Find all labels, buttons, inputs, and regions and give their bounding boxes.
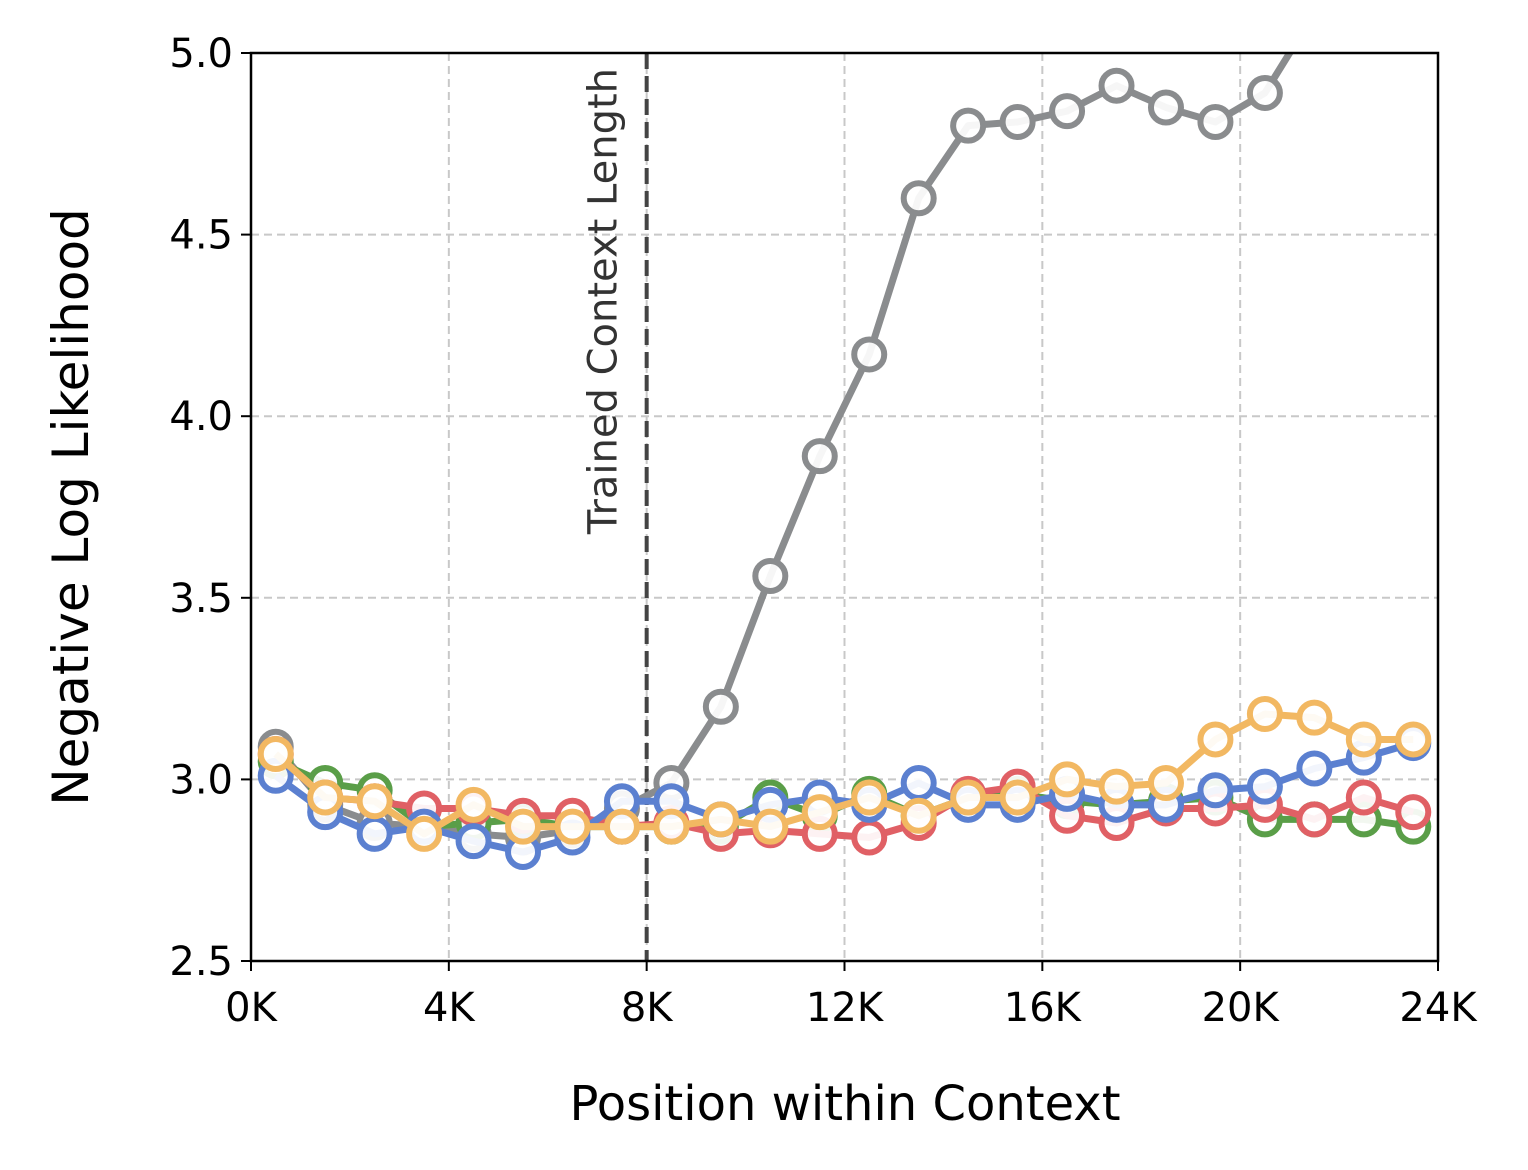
reference-label: Trained Context Length xyxy=(581,68,627,535)
data-point xyxy=(356,815,393,852)
y-tick-label: 4.0 xyxy=(169,394,233,440)
data-point xyxy=(1345,779,1382,816)
data-point xyxy=(999,104,1036,141)
x-axis-label: Position within Context xyxy=(569,1076,1120,1132)
y-tick-label: 4.5 xyxy=(169,213,233,259)
x-tick-label: 0K xyxy=(225,985,278,1031)
data-point xyxy=(554,808,591,845)
x-tick-label: 8K xyxy=(621,985,674,1031)
x-tick-label: 12K xyxy=(806,985,885,1031)
data-point xyxy=(1147,765,1184,802)
data-point xyxy=(801,438,838,475)
data-point xyxy=(1098,768,1135,805)
data-point xyxy=(603,808,640,845)
data-point xyxy=(1296,801,1333,838)
data-point xyxy=(505,808,542,845)
data-point xyxy=(1395,721,1432,758)
data-point xyxy=(702,801,739,838)
data-point xyxy=(999,779,1036,816)
data-point xyxy=(851,779,888,816)
y-tick-label: 3.0 xyxy=(169,757,233,803)
plot-area xyxy=(257,0,1432,961)
data-point xyxy=(950,107,987,144)
data-point xyxy=(1299,0,1329,28)
data-point xyxy=(1246,74,1283,111)
data-point xyxy=(1395,794,1432,831)
data-point xyxy=(1246,768,1283,805)
data-point xyxy=(257,735,294,772)
data-point xyxy=(455,823,492,860)
data-point xyxy=(307,779,344,816)
data-point xyxy=(801,794,838,831)
x-tick-label: 20K xyxy=(1202,985,1281,1031)
data-point xyxy=(900,797,937,834)
plot-frame xyxy=(249,51,1440,963)
y-tick-label: 2.5 xyxy=(169,939,233,985)
data-point xyxy=(1345,721,1382,758)
y-axis-label: Negative Log Likelihood xyxy=(42,208,100,806)
data-point xyxy=(1147,89,1184,126)
data-point xyxy=(752,808,789,845)
data-point xyxy=(900,765,937,802)
data-point xyxy=(851,336,888,373)
data-point xyxy=(356,783,393,820)
data-point xyxy=(1296,699,1333,736)
y-tick-label: 3.5 xyxy=(169,576,233,622)
axes: 0K 4K 8K 12K 16K 20K 24K 2.5 3.0 3.5 4.0 4.5 5.0 Trai… xyxy=(169,31,1478,1031)
data-point xyxy=(1049,761,1086,798)
x-tick-label: 4K xyxy=(423,985,476,1031)
data-point xyxy=(455,786,492,823)
y-tick-label: 5.0 xyxy=(169,31,233,77)
data-point xyxy=(1197,104,1234,141)
data-point xyxy=(702,688,739,725)
data-point xyxy=(1197,772,1234,809)
data-point xyxy=(1098,67,1135,104)
data-point xyxy=(1246,696,1283,733)
data-point xyxy=(406,815,443,852)
data-point xyxy=(1197,721,1234,758)
data-point xyxy=(900,180,937,217)
data-point xyxy=(752,558,789,595)
data-point xyxy=(1049,93,1086,130)
x-tick-label: 16K xyxy=(1004,985,1083,1031)
data-point xyxy=(653,808,690,845)
data-point xyxy=(950,779,987,816)
data-point xyxy=(851,819,888,856)
data-point xyxy=(1296,750,1333,787)
x-tick-label: 24K xyxy=(1399,985,1478,1031)
